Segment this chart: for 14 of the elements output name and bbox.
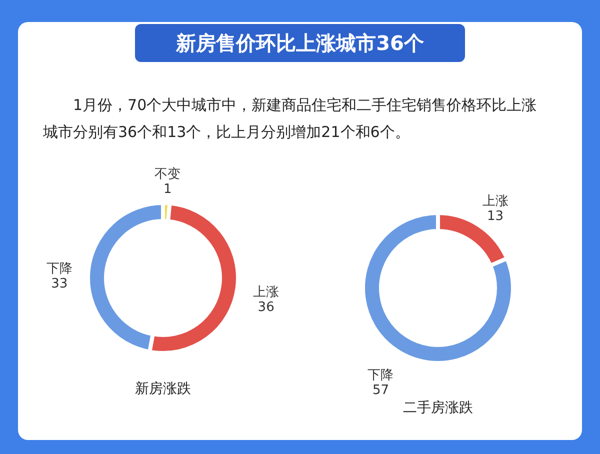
text: 二手房涨跌 [403, 400, 473, 416]
slice-label: 不变 [154, 167, 181, 182]
slice-label: 上涨 [482, 194, 508, 210]
text: 新房售价环比上涨城市36个 [135, 24, 465, 62]
slice-label: 上涨 [253, 284, 280, 300]
text: 1月份，70个大中城市中，新建商品住宅和二手住宅销售价格环比上涨城市分别有36个和13个，比上月分别增加21个和6个。 [43, 95, 538, 143]
slice-label: 下降 [46, 262, 72, 277]
data-label: 33 [51, 276, 68, 292]
data-label: 13 [487, 209, 504, 224]
text: 新房涨跌 [135, 381, 191, 397]
data-label: 1 [164, 182, 172, 198]
data-label: 36 [258, 300, 274, 315]
slice-label: 下降 [368, 368, 394, 383]
data-label: 57 [372, 382, 389, 398]
